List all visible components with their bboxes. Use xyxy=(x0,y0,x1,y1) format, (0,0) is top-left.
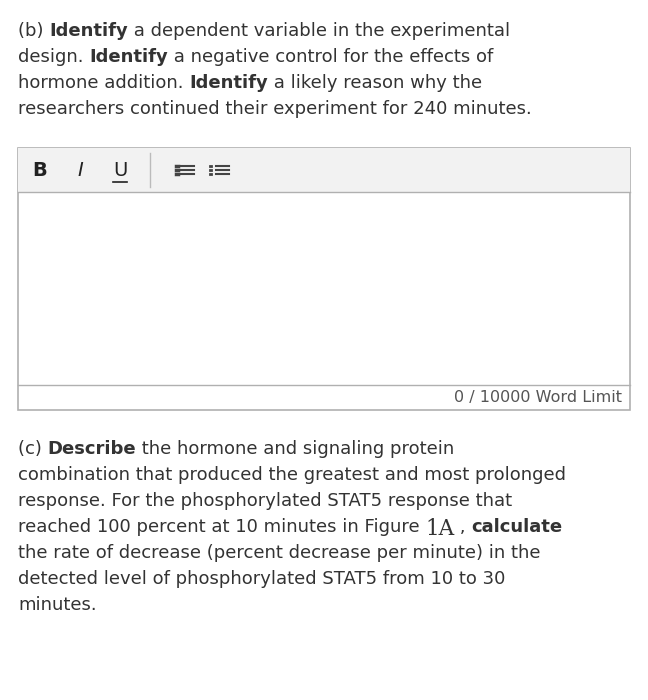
Text: researchers continued their experiment for 240 minutes.: researchers continued their experiment f… xyxy=(18,100,532,118)
Text: Describe: Describe xyxy=(47,440,136,458)
Text: the rate of decrease (percent decrease per minute) in the: the rate of decrease (percent decrease p… xyxy=(18,544,540,562)
Text: minutes.: minutes. xyxy=(18,596,97,614)
Text: design.: design. xyxy=(18,48,89,66)
Text: detected level of phosphorylated STAT5 from 10 to 30: detected level of phosphorylated STAT5 f… xyxy=(18,570,505,588)
Text: reached 100 percent at 10 minutes in Figure: reached 100 percent at 10 minutes in Fig… xyxy=(18,518,425,536)
Text: Identify: Identify xyxy=(189,74,268,92)
Text: 1A: 1A xyxy=(425,518,454,540)
Text: a negative control for the effects of: a negative control for the effects of xyxy=(168,48,493,66)
Text: B: B xyxy=(32,160,47,179)
Text: hormone addition.: hormone addition. xyxy=(18,74,189,92)
Text: (b): (b) xyxy=(18,22,49,40)
Text: response. For the phosphorylated STAT5 response that: response. For the phosphorylated STAT5 r… xyxy=(18,492,512,510)
Text: a likely reason why the: a likely reason why the xyxy=(268,74,482,92)
Text: Identify: Identify xyxy=(89,48,168,66)
Text: ,: , xyxy=(454,518,472,536)
Text: I: I xyxy=(77,160,83,179)
Text: Identify: Identify xyxy=(49,22,128,40)
Text: a dependent variable in the experimental: a dependent variable in the experimental xyxy=(128,22,510,40)
Text: the hormone and signaling protein: the hormone and signaling protein xyxy=(136,440,454,458)
Text: (c): (c) xyxy=(18,440,47,458)
Text: 0 / 10000 Word Limit: 0 / 10000 Word Limit xyxy=(454,390,622,405)
Text: combination that produced the greatest and most prolonged: combination that produced the greatest a… xyxy=(18,466,566,484)
Text: U: U xyxy=(113,160,127,179)
Text: calculate: calculate xyxy=(472,518,563,536)
